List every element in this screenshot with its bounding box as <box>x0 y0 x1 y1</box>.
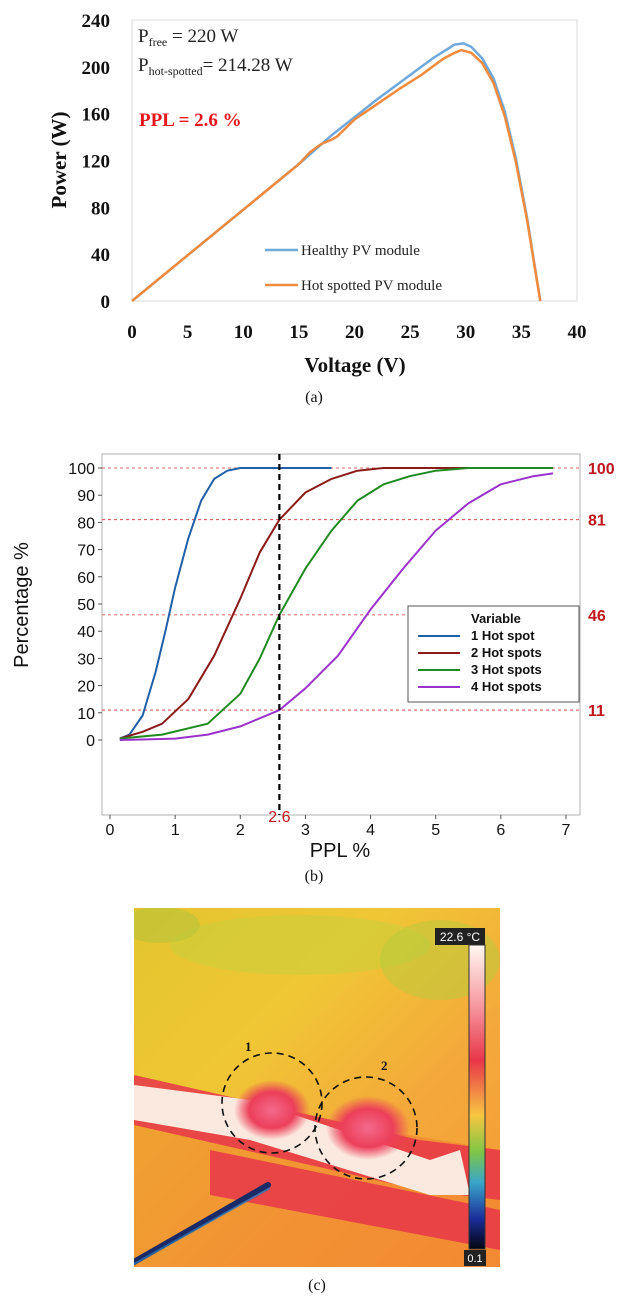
panel-b-x-tick-label: 5 <box>431 822 440 839</box>
panel-b-x-tick-label: 4 <box>366 822 375 839</box>
panel-b-series-line-2 <box>119 467 553 740</box>
panel-a-x-tick-label: 5 <box>183 322 193 343</box>
p-hot-annotation: Phot-spotted= 214.28 W <box>138 55 293 78</box>
panel-b-marker: 2.6 <box>268 454 291 826</box>
panel-b-y-tick-label: 20 <box>77 679 95 696</box>
p-hot-symbol: P <box>138 55 149 76</box>
panel-a-x-tick-label: 20 <box>345 322 364 343</box>
p-hot-value: = 214.28 W <box>203 55 293 76</box>
p-free-subscript: free <box>149 35 168 49</box>
panel-b-reference-label: 11 <box>588 703 605 720</box>
panel-a-y-ticks: 0 40 80 120 160 200 240 <box>82 11 111 313</box>
temperature-scale: 22.6 °C 0.1 <box>435 928 486 1266</box>
panel-a-y-tick-label: 160 <box>82 105 111 126</box>
p-free-symbol: P <box>138 26 149 47</box>
scale-max-badge <box>435 928 485 945</box>
panel-b-x-tick-label: 3 <box>301 822 310 839</box>
panel-a-y-tick-label: 0 <box>101 292 111 313</box>
panel-a-caption: (a) <box>305 389 323 406</box>
panel-a-series <box>131 42 542 302</box>
panel-a-series-line-2 <box>131 48 542 302</box>
panel-b-legend-label: 1 Hot spot <box>471 628 535 643</box>
panel-a: 0 40 80 120 160 200 240 0 5 10 15 20 25 30 35 40 Power… <box>47 11 587 406</box>
panel-b-x-tick-label: 7 <box>562 822 571 839</box>
panel-b-x-tick-label: 1 <box>171 822 180 839</box>
panel-b-legend-items: 1 Hot spot 2 Hot spots 3 Hot spots 4 Hot sp… <box>418 628 542 694</box>
panel-b-reference-label: 81 <box>588 513 606 530</box>
panel-b-y-tick-label: 40 <box>77 624 95 641</box>
panel-a-x-axis-label: Voltage (V) <box>304 353 405 377</box>
panel-b-x-ticks: 0 1 2 3 4 5 6 7 <box>106 815 571 839</box>
panel-b-series-line-1 <box>119 467 332 740</box>
legend-label-healthy: Healthy PV module <box>301 243 420 259</box>
panel-b-y-tick-label: 80 <box>77 515 95 532</box>
panel-a-x-tick-label: 35 <box>512 322 531 343</box>
panel-b-y-tick-label: 100 <box>68 461 95 478</box>
panel-a-x-tick-label: 40 <box>568 322 587 343</box>
panel-b-caption: (b) <box>305 868 324 885</box>
panel-b-x-tick-label: 0 <box>106 822 115 839</box>
panel-a-y-tick-label: 80 <box>91 198 110 219</box>
hot-spot-2-circle <box>314 1076 418 1180</box>
legend-label-hot-spotted: Hot spotted PV module <box>301 278 442 294</box>
scale-colorbar <box>468 944 486 1250</box>
panel-a-x-tick-label: 30 <box>456 322 475 343</box>
panel-b-marker-label: 2.6 <box>268 809 290 826</box>
panel-a-y-tick-label: 200 <box>82 58 111 79</box>
panel-a-legend: Healthy PV module Hot spotted PV module <box>265 243 442 294</box>
panel-b-y-tick-label: 50 <box>77 597 95 614</box>
panel-b: 0 1 2 3 4 5 6 7 0 10 20 30 40 50 60 70 80 90 100 100 81 46 1… <box>11 453 615 885</box>
panel-b-reference-label: 46 <box>588 608 606 625</box>
panel-b-y-tick-label: 30 <box>77 651 95 668</box>
panel-b-legend-label: 3 Hot spots <box>471 662 542 677</box>
panel-a-x-tick-label: 25 <box>401 322 420 343</box>
panel-b-series <box>119 467 554 741</box>
panel-b-legend: Variable 1 Hot spot 2 Hot spots 3 Hot spot… <box>407 605 580 703</box>
panel-a-x-tick-label: 15 <box>289 322 308 343</box>
panel-b-y-tick-label: 60 <box>77 570 95 587</box>
panel-b-series-line-4 <box>119 472 554 741</box>
scale-max-label: 22.6 °C <box>440 930 480 944</box>
scale-min-label: 0.1 <box>467 1253 482 1265</box>
panel-b-y-tick-label: 90 <box>77 488 95 505</box>
panel-b-y-tick-label: 0 <box>86 733 95 750</box>
hot-spot-2-label: 2 <box>381 1058 388 1073</box>
p-free-value: = 220 W <box>167 26 238 47</box>
panel-b-series-line-3 <box>119 467 553 740</box>
panel-b-y-ticks: 0 10 20 30 40 50 60 70 80 90 100 <box>68 461 102 750</box>
panel-b-y-tick-label: 10 <box>77 706 95 723</box>
panel-a-y-tick-label: 120 <box>82 152 111 173</box>
panel-a-y-axis-label: Power (W) <box>47 112 71 209</box>
panel-a-y-tick-label: 240 <box>82 11 111 32</box>
panel-b-y-axis-label: Percentage % <box>11 542 33 668</box>
panel-b-legend-label: 2 Hot spots <box>471 645 542 660</box>
hot-spot-1-label: 1 <box>245 1039 252 1054</box>
p-free-annotation: Pfree = 220 W <box>138 26 238 49</box>
panel-b-reference-label: 100 <box>588 461 615 478</box>
panel-b-x-axis-label: PPL % <box>310 840 371 862</box>
panel-b-y-tick-label: 70 <box>77 543 95 560</box>
panel-b-x-tick-label: 6 <box>496 822 505 839</box>
panel-b-legend-title: Variable <box>471 611 521 626</box>
panel-a-x-ticks: 0 5 10 15 20 25 30 35 40 <box>127 322 586 343</box>
panel-a-x-tick-label: 10 <box>234 322 253 343</box>
panel-c: 1 2 22.6 °C 0.1 (c) <box>134 908 500 1294</box>
scale-min-badge <box>464 1250 486 1266</box>
panel-b-x-tick-label: 2 <box>236 822 245 839</box>
panel-a-y-tick-label: 40 <box>91 245 110 266</box>
panel-a-plot-frame <box>131 19 578 302</box>
panel-c-caption: (c) <box>308 1277 326 1294</box>
ppl-annotation: PPL = 2.6 % <box>139 110 242 131</box>
thermal-image <box>134 908 500 1267</box>
p-hot-subscript: hot-spotted <box>149 64 203 78</box>
panel-a-x-tick-label: 0 <box>127 322 137 343</box>
panel-b-legend-label: 4 Hot spots <box>471 679 542 694</box>
